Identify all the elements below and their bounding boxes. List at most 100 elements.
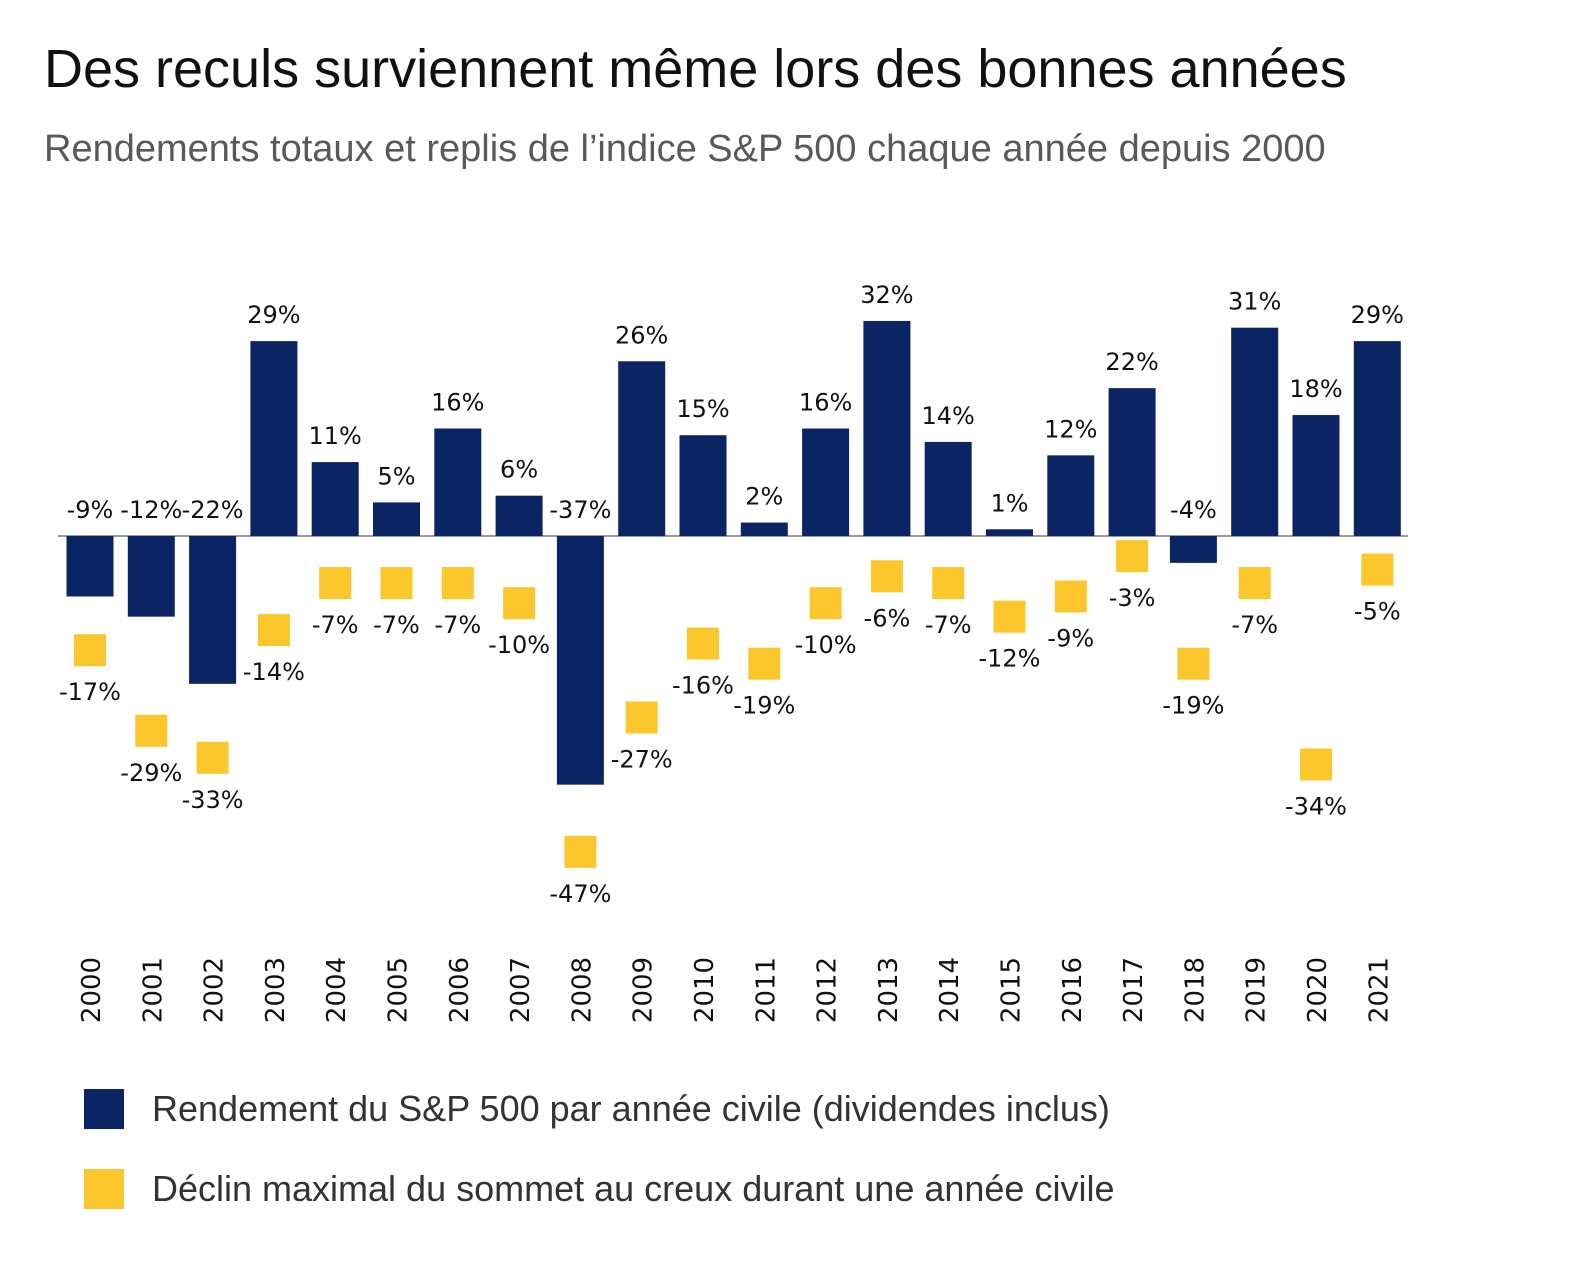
year-label-2000: 2000 xyxy=(77,957,107,1023)
return-bar-2014 xyxy=(924,441,972,536)
drawdown-marker-2012 xyxy=(809,587,842,620)
returns-series xyxy=(66,320,1401,785)
return-bar-2012 xyxy=(802,428,850,536)
return-bar-2020 xyxy=(1292,415,1340,536)
return-bar-2010 xyxy=(679,435,727,536)
drawdown-marker-2021 xyxy=(1361,553,1394,586)
drawdown-marker-2013 xyxy=(870,560,903,593)
drawdown-marker-2009 xyxy=(625,701,658,734)
return-label-2002: -22% xyxy=(182,496,244,524)
drawdown-label-2008: -47% xyxy=(549,880,611,908)
drawdown-marker-2020 xyxy=(1300,748,1332,781)
year-label-2012: 2012 xyxy=(813,957,843,1023)
return-label-2021: 29% xyxy=(1351,301,1404,329)
year-label-2002: 2002 xyxy=(200,957,230,1023)
return-label-2007: 6% xyxy=(500,456,538,484)
return-label-2015: 1% xyxy=(990,489,1028,517)
return-label-2019: 31% xyxy=(1228,288,1281,316)
year-label-2011: 2011 xyxy=(751,957,781,1023)
return-label-2000: -9% xyxy=(67,496,114,524)
return-label-2009: 26% xyxy=(615,321,668,349)
return-label-2017: 22% xyxy=(1105,348,1158,376)
chart-title: Des reculs surviennent même lors des bon… xyxy=(44,39,1347,99)
return-label-2003: 29% xyxy=(247,301,300,329)
drawdown-label-2009: -27% xyxy=(611,745,673,773)
year-label-2004: 2004 xyxy=(322,957,352,1023)
year-label-2020: 2020 xyxy=(1303,957,1333,1023)
return-bar-2017 xyxy=(1108,388,1156,536)
drawdown-label-2013: -6% xyxy=(864,604,911,632)
drawdown-marker-2008 xyxy=(564,835,597,868)
drawdown-label-2021: -5% xyxy=(1354,598,1401,626)
legend-item-drawdown: Déclin maximal du sommet au creux durant… xyxy=(84,1168,1114,1210)
return-bar-2011 xyxy=(740,522,788,536)
drawdown-marker-2019 xyxy=(1238,567,1271,600)
return-bar-2015 xyxy=(986,529,1033,536)
drawdown-label-2001: -29% xyxy=(120,759,182,787)
year-label-2007: 2007 xyxy=(506,957,536,1023)
drawdown-marker-2004 xyxy=(319,567,352,600)
drawdown-marker-2017 xyxy=(1116,540,1149,573)
drawdown-label-2012: -10% xyxy=(795,631,857,659)
return-bar-2008 xyxy=(556,536,604,785)
year-label-2008: 2008 xyxy=(567,957,597,1023)
drawdown-marker-2003 xyxy=(257,614,290,647)
return-label-2020: 18% xyxy=(1289,375,1342,403)
drawdown-label-2015: -12% xyxy=(978,645,1040,673)
drawdown-marker-2011 xyxy=(748,647,781,680)
drawdown-label-2005: -7% xyxy=(373,611,420,639)
drawdown-label-2003: -14% xyxy=(243,658,305,686)
return-bar-2009 xyxy=(618,361,666,536)
drawdown-label-2000: -17% xyxy=(59,678,121,706)
legend-swatch-returns xyxy=(84,1089,124,1129)
drawdown-marker-2007 xyxy=(503,587,536,620)
return-label-2005: 5% xyxy=(377,462,415,490)
return-bar-2002 xyxy=(189,536,237,684)
return-bar-2013 xyxy=(863,320,911,536)
return-bar-2018 xyxy=(1169,536,1217,563)
year-label-2015: 2015 xyxy=(997,957,1027,1023)
year-label-2019: 2019 xyxy=(1242,957,1272,1023)
year-label-2021: 2021 xyxy=(1364,957,1394,1023)
drawdown-marker-2006 xyxy=(441,567,474,600)
return-label-2012: 16% xyxy=(799,388,852,416)
return-label-2006: 16% xyxy=(431,388,484,416)
legend-item-returns: Rendement du S&P 500 par année civile (d… xyxy=(84,1088,1110,1130)
return-bar-2004 xyxy=(311,462,359,536)
drawdown-label-2019: -7% xyxy=(1231,611,1278,639)
year-label-2009: 2009 xyxy=(629,957,659,1023)
drawdown-label-2004: -7% xyxy=(312,611,359,639)
return-label-2016: 12% xyxy=(1044,415,1097,443)
return-bar-2003 xyxy=(250,341,298,536)
return-bar-2005 xyxy=(373,502,420,536)
drawdown-marker-2018 xyxy=(1177,647,1210,680)
year-label-2001: 2001 xyxy=(138,957,168,1023)
return-label-2018: -4% xyxy=(1170,496,1217,524)
drawdown-marker-2000 xyxy=(74,634,106,667)
return-label-2010: 15% xyxy=(676,395,729,423)
legend-label-returns: Rendement du S&P 500 par année civile (d… xyxy=(152,1088,1110,1129)
drawdown-marker-2001 xyxy=(135,714,168,747)
drawdown-label-2014: -7% xyxy=(925,611,972,639)
drawdown-label-2017: -3% xyxy=(1109,584,1156,612)
year-label-2006: 2006 xyxy=(445,957,475,1023)
return-bar-2019 xyxy=(1231,327,1279,536)
drawdown-label-2006: -7% xyxy=(434,611,481,639)
drawdown-marker-2014 xyxy=(932,567,965,600)
year-label-2016: 2016 xyxy=(1058,957,1088,1023)
chart-plot: -9% -17% -12% -29% -22% -33% 29% -14% 11% -7% 5% -7… xyxy=(58,281,1408,1023)
return-bar-2021 xyxy=(1353,341,1401,536)
return-label-2014: 14% xyxy=(922,402,975,430)
year-label-2017: 2017 xyxy=(1119,957,1149,1023)
return-bar-2001 xyxy=(127,536,175,617)
value-labels: -9% -17% -12% -29% -22% -33% 29% -14% 11% -7% 5% -7… xyxy=(59,281,1404,908)
return-bar-2016 xyxy=(1047,455,1095,536)
drawdown-series xyxy=(74,540,1394,868)
return-bar-2000 xyxy=(66,536,114,597)
year-label-2014: 2014 xyxy=(935,957,965,1023)
legend-swatch-drawdown xyxy=(84,1169,124,1209)
return-bar-2006 xyxy=(434,428,482,536)
return-label-2004: 11% xyxy=(309,422,362,450)
legend-label-drawdown: Déclin maximal du sommet au creux durant… xyxy=(152,1168,1115,1209)
drawdown-marker-2016 xyxy=(1054,580,1087,613)
